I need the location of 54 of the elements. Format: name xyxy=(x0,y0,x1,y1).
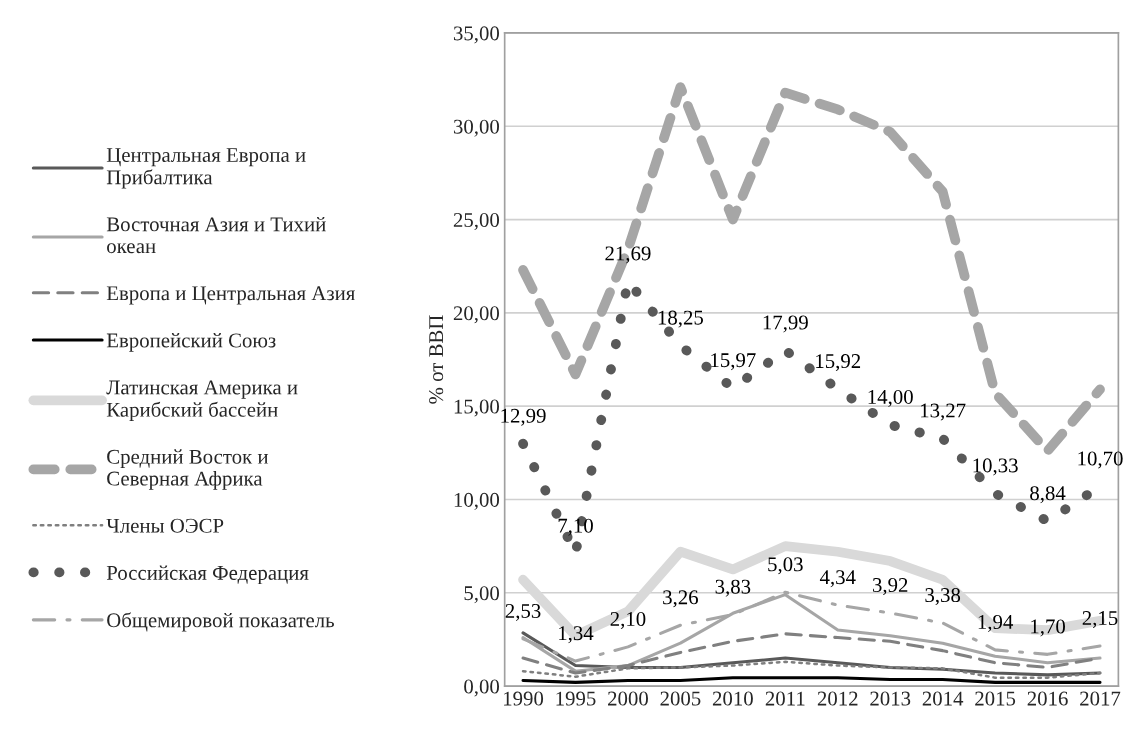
data-label: 12,99 xyxy=(501,408,546,426)
data-label: 13,27 xyxy=(921,403,966,421)
data-label: 10,70 xyxy=(1078,451,1123,469)
legend-label: Средний Восток и Северная Африка xyxy=(107,449,269,490)
x-tick-label: 2000 xyxy=(608,691,648,706)
legend-label: Европа и Центральная Азия xyxy=(106,286,355,305)
x-tick-label: 2013 xyxy=(870,691,911,706)
data-label: 5,03 xyxy=(768,557,803,575)
legend-label: Восточная Азия и Тихий океан xyxy=(106,216,326,254)
data-label: 15,97 xyxy=(711,353,756,371)
y-tick-label: 20,00 xyxy=(453,306,500,324)
legend-label: Латинская Америка и Карибский бассейн xyxy=(106,380,298,422)
data-label: 4,34 xyxy=(819,570,856,588)
data-label: 21,69 xyxy=(605,246,651,264)
data-label: 15,92 xyxy=(816,354,861,372)
y-tick-label: 30,00 xyxy=(453,119,500,137)
legend-label: Европейский Союз xyxy=(106,332,276,352)
data-label: 2,10 xyxy=(610,611,646,629)
legend-label: Российская Федерация xyxy=(106,565,309,585)
x-tick-label: 1995 xyxy=(556,691,596,706)
y-tick-label: 10,00 xyxy=(454,492,500,510)
legend-label: Общемировой показатель xyxy=(107,612,334,632)
x-tick-label: 2005 xyxy=(660,691,701,706)
data-label: 3,83 xyxy=(715,579,751,597)
data-label: 8,84 xyxy=(1030,486,1066,504)
x-tick-label: 2011 xyxy=(765,691,805,706)
legend-label: Члены ОЭСР xyxy=(106,518,224,533)
y-tick-label: 0,00 xyxy=(464,679,500,697)
data-label: 1,94 xyxy=(978,614,1014,632)
y-tick-label: 5,00 xyxy=(464,586,500,604)
data-label: 14,00 xyxy=(868,389,913,407)
x-tick-label: 2014 xyxy=(922,691,964,706)
data-label: 3,92 xyxy=(872,578,908,596)
x-tick-label: 2016 xyxy=(1027,691,1068,706)
x-tick-label: 2012 xyxy=(817,691,858,706)
data-label: 2,15 xyxy=(1082,611,1118,629)
data-label: 1,34 xyxy=(559,626,594,644)
x-tick-label: 2015 xyxy=(975,691,1016,706)
x-tick-label: 2010 xyxy=(712,691,753,706)
legend-label: Центральная Европа и Прибалтика xyxy=(106,148,306,189)
x-tick-label: 1990 xyxy=(504,691,544,706)
data-label: 10,33 xyxy=(973,458,1018,476)
y-tick-label: 15,00 xyxy=(454,399,500,417)
data-label: 18,25 xyxy=(658,310,704,328)
data-label: 3,26 xyxy=(663,590,698,608)
x-tick-label: 2017 xyxy=(1080,691,1121,706)
data-label: 3,38 xyxy=(925,588,961,606)
data-label: 17,99 xyxy=(763,315,808,333)
data-label: 2,53 xyxy=(505,603,541,621)
data-label: 1,70 xyxy=(1031,619,1065,637)
y-axis-title: % от ВВП xyxy=(429,315,444,404)
y-tick-label: 25,00 xyxy=(453,212,500,230)
y-tick-label: 35,00 xyxy=(453,26,500,44)
data-label: 7,10 xyxy=(558,518,593,536)
